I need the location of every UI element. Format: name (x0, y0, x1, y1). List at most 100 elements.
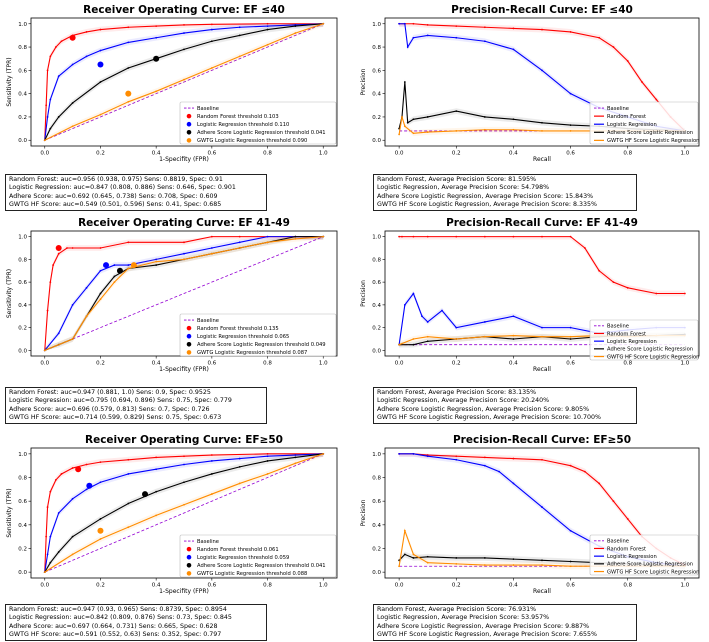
chart5-point-rf (46, 506, 49, 508)
chart3-xtick-label: 0.2 (96, 361, 105, 367)
chart1-point-lr (46, 116, 49, 118)
chart6-point-rf (569, 464, 572, 467)
chart1-xtick-label: 0.0 (40, 151, 49, 157)
chart1-point-lr (127, 41, 130, 44)
chart1-point-gwtg (71, 125, 74, 128)
chart2-ytick-label: 0.8 (372, 45, 381, 51)
chart3-xtick-label: 0.0 (40, 361, 49, 367)
chart5-point-adhere (49, 561, 52, 564)
chart6-point-gwtg (541, 564, 543, 566)
chart3-xtick-label: 0.6 (207, 361, 216, 367)
chart3-ytick-label: 0.8 (18, 257, 27, 263)
chart4-xtick-label: 0.2 (452, 361, 461, 367)
chart4-point-rf (583, 247, 586, 249)
chart1-threshold-marker-lr (97, 61, 104, 68)
chart5-point-rf (71, 467, 74, 469)
chart3-point-adhere (113, 275, 116, 278)
chart6-point-rf (626, 518, 629, 520)
chart5-legend-swatch-lr (186, 554, 192, 560)
roc1-metric-rf: Random Forest: auc=0.956 (0.938, 0.975) … (9, 176, 223, 183)
chart2-legend-label: Random Forest (607, 114, 646, 120)
chart5-point-gwtg (294, 462, 297, 465)
chart5-baseline-line (44, 453, 324, 573)
chart4-ytick-label: 0.8 (372, 257, 381, 263)
chart1-point-adhere (99, 81, 102, 83)
chart2-point-rf (626, 60, 629, 62)
chart5-xtick-label: 0.2 (96, 583, 105, 589)
chart4-ytick-label: 0.2 (372, 326, 381, 332)
chart1-point-gwtg (238, 55, 241, 58)
pr2-metric-rf: Random Forest, Average Precision Score: … (377, 389, 537, 396)
chart6-point-lr (426, 455, 429, 458)
chart2-point-gwtg (403, 125, 406, 128)
chart4-point-gwtg (398, 343, 401, 346)
chart6-point-lr (483, 464, 486, 467)
chart3-point-lr (127, 264, 130, 266)
chart1-legend-swatch-lr (186, 121, 192, 127)
chart4-point-lr (569, 326, 572, 329)
chart2-legend-label: GWTG HF Score Logistic Regression (607, 138, 699, 144)
chart3-point-rf (46, 309, 49, 312)
chart5-point-adhere (210, 473, 213, 475)
roc2-metric-rf: Random Forest: auc=0.947 (0.881, 1.0) Se… (9, 389, 211, 396)
chart3-point-lr (155, 258, 158, 261)
chart5-ylabel: Sensitivity (TPR) (6, 488, 13, 537)
pr2-metric-gwtg: GWTG HF Score Logistic Regression, Avera… (377, 413, 601, 421)
chart5-point-lr (49, 535, 52, 538)
chart1-point-gwtg (210, 67, 213, 69)
chart5-point-gwtg (155, 514, 158, 517)
chart2-xtick-label: 0.2 (452, 151, 461, 157)
chart3-point-gwtg (113, 281, 116, 284)
chart1-legend-swatch-adhere (186, 129, 192, 135)
chart5-point-lr (155, 468, 158, 471)
chart5-point-adhere (294, 456, 297, 459)
chart2-point-gwtg (412, 132, 415, 135)
chart3-ytick-label: 1.0 (18, 235, 27, 241)
chart4-legend-box (589, 319, 699, 361)
chart5-point-adhere (155, 490, 158, 493)
chart1-point-gwtg (99, 113, 102, 116)
chart4-group: Precision-Recall Curve: EF 41-49 0.0 0.2 0.… (360, 217, 699, 373)
chart2-point-gwtg (398, 133, 401, 136)
chart5-legend-label: Random Forest threshold 0.061 (197, 547, 279, 553)
roc3-metric-gwtg: GWTG HF Score: auc=0.591 (0.552, 0.63) S… (9, 630, 222, 638)
chart4-legend-label: Adhere Score Logistic Regression (607, 347, 693, 353)
chart5-ytick-label: 0.2 (18, 546, 27, 552)
chart3-point-rf (71, 247, 74, 249)
chart4-point-rf (455, 235, 458, 238)
chart1-point-rf (210, 23, 213, 26)
chart2-point-adhere (403, 81, 406, 83)
chart4-legend-label: GWTG HF Score Logistic Regression (607, 354, 699, 360)
chart5-legend-label: Logistic Regression threshold 0.059 (197, 555, 289, 561)
chart3-point-gwtg (238, 247, 241, 249)
chart4-point-rf (401, 235, 403, 238)
chart1-xtick-label: 1.0 (319, 151, 328, 157)
chart2-group: Precision-Recall Curve: EF ≤40 0.0 0.2 0.4 0… (360, 4, 699, 163)
chart2-legend-label: Logistic Regression (607, 122, 657, 128)
chart4-point-lr (483, 321, 486, 323)
chart1-point-lr (238, 26, 241, 29)
chart5-threshold-marker-rf (75, 466, 82, 473)
chart5-point-gwtg (322, 452, 325, 455)
chart6-point-gwtg (455, 562, 458, 565)
chart1-baseline-line (44, 23, 324, 141)
roc2-metrics-box: Random Forest: auc=0.947 (0.881, 1.0) Se… (5, 387, 267, 425)
chart5-point-lr (238, 457, 241, 460)
chart5-xtick-label: 1.0 (319, 583, 328, 589)
chart3-legend-label: Adhere Score Logistic Regression thresho… (197, 342, 326, 348)
chart3-legend-box (179, 313, 337, 357)
chart3-point-rf (49, 281, 52, 284)
chart3-point-gwtg (71, 338, 74, 340)
chart4-point-rf (655, 292, 658, 295)
chart2-point-rf (541, 28, 543, 31)
chart2-point-adhere (412, 118, 415, 121)
chart3-point-gwtg (85, 315, 88, 318)
chart4-ytick-label: 0.6 (372, 280, 381, 286)
chart4-point-rf (412, 235, 415, 238)
chart3-point-gwtg (322, 235, 325, 238)
chart2-xtick-label: 0.0 (395, 151, 404, 157)
chart3-point-gwtg (294, 238, 297, 240)
chart4-point-rf (541, 235, 543, 238)
chart3-xtick-label: 0.4 (152, 361, 161, 367)
chart3-point-gwtg (99, 298, 102, 301)
